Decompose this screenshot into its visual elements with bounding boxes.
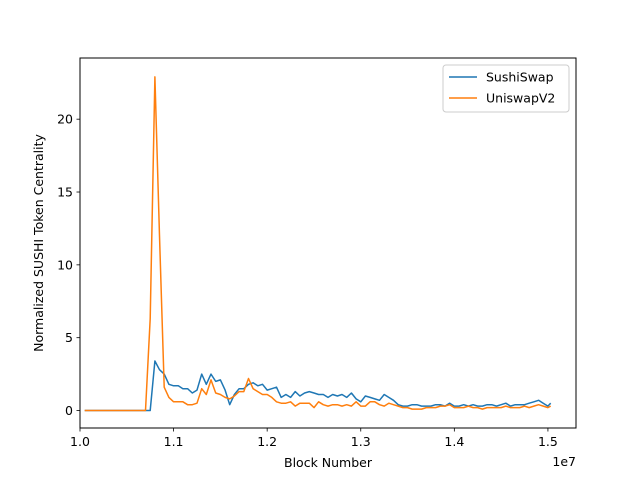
series-layer xyxy=(84,76,552,412)
y-tick-label: 0 xyxy=(65,403,73,418)
series-line-uniswapv2 xyxy=(84,76,552,412)
x-tick-label: 1.5 xyxy=(538,434,558,449)
y-tick-label: 5 xyxy=(65,330,73,345)
x-tick-label: 1.3 xyxy=(351,434,371,449)
legend: SushiSwap UniswapV2 xyxy=(442,64,570,113)
x-tick-label: 1.2 xyxy=(257,434,277,449)
y-tick-label: 15 xyxy=(57,185,73,200)
x-axis: 1.0 1.1 1.2 1.3 1.4 1.5 xyxy=(70,428,558,449)
legend-label-sushiswap: SushiSwap xyxy=(486,70,554,85)
x-axis-label: Block Number xyxy=(284,455,373,470)
y-axis-label: Normalized SUSHI Token Centrality xyxy=(31,134,46,352)
series-line-sushiswap xyxy=(84,360,552,412)
plot-frame xyxy=(79,57,577,429)
y-tick-label: 10 xyxy=(57,257,73,272)
x-tick-label: 1.4 xyxy=(444,434,464,449)
legend-label-uniswapv2: UniswapV2 xyxy=(486,91,555,106)
x-tick-label: 1.0 xyxy=(70,434,90,449)
x-tick-label: 1.1 xyxy=(164,434,184,449)
y-axis: 0 5 10 15 20 xyxy=(57,112,80,418)
y-tick-label: 20 xyxy=(57,112,73,127)
x-offset-text: 1e7 xyxy=(552,454,576,469)
